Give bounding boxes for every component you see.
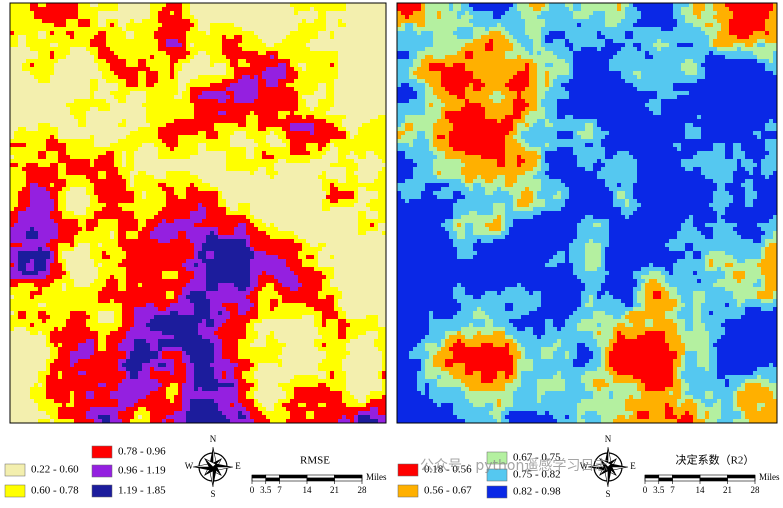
raster-class [10, 3, 386, 423]
scale-tick-label: 28 [358, 485, 368, 495]
scale-tick-label: 7 [670, 485, 675, 495]
compass-point [213, 463, 233, 467]
legend-swatch [4, 463, 26, 477]
compass-point [608, 463, 628, 467]
scale-segment [672, 474, 701, 479]
map-frame [396, 2, 778, 424]
legend-label: 0.22 - 0.60 [31, 464, 79, 476]
scale-segment [699, 474, 728, 479]
scale-segment [658, 474, 673, 479]
raster-class [10, 3, 386, 423]
scale-segment [334, 477, 363, 482]
scale-segment [279, 474, 308, 479]
scale-segment [658, 477, 673, 482]
raster-class [10, 39, 386, 423]
scale-segment [251, 477, 267, 482]
raster-class [18, 227, 378, 423]
scale-tick-label: 14 [696, 485, 706, 495]
legend-swatch [4, 484, 26, 498]
compass-point [204, 458, 213, 470]
legend-swatch [397, 463, 419, 477]
legend-swatch [91, 484, 113, 498]
scale-title: RMSE [300, 455, 330, 467]
compass-w: W [580, 461, 589, 471]
legend-label: 0.67 - 0.75 [513, 452, 561, 464]
scale-segment [644, 474, 660, 479]
legend-label: 0.56 - 0.67 [424, 485, 472, 497]
scale-tick-label: 3.5 [653, 485, 665, 495]
raster-class [10, 3, 386, 423]
compass-s: S [210, 489, 215, 499]
scale-segment [699, 477, 728, 482]
compass-e: E [630, 461, 636, 471]
raster-class [397, 3, 777, 423]
scale-segment [265, 477, 280, 482]
scale-tick-label: 21 [723, 485, 732, 495]
legend-swatch [486, 485, 508, 499]
compass-w: W [185, 461, 194, 471]
legend-label: 0.75 - 0.82 [513, 469, 561, 481]
scale-segment [644, 477, 660, 482]
scale-tick-label: 0 [250, 485, 255, 495]
compass-point [193, 467, 213, 471]
watermark: 公众号 · python遥感学习日志 [420, 457, 608, 474]
legend-label: 0.78 - 0.96 [118, 446, 166, 458]
scale-segment [265, 474, 280, 479]
compass: N S W E [580, 434, 637, 499]
legend-label: 0.82 - 0.98 [513, 486, 561, 498]
compass: N S W E [185, 434, 242, 499]
compass-s: S [605, 489, 610, 499]
scale-segment [279, 477, 308, 482]
compass-point [204, 458, 217, 468]
scale-segment [727, 474, 756, 479]
scale-segment [672, 477, 701, 482]
legend-swatch [91, 464, 113, 478]
compass-point [608, 467, 612, 487]
legend-swatch [486, 451, 508, 465]
scale-tick-label: 28 [751, 485, 761, 495]
raster-class [397, 3, 777, 423]
compass-n: N [210, 434, 217, 444]
scale-segment [306, 474, 335, 479]
compass-point [588, 467, 608, 471]
scale-unit: Miles [759, 472, 780, 482]
legend-label: 0.60 - 0.78 [31, 485, 79, 497]
compass-point [213, 467, 217, 487]
raster-class [397, 3, 777, 423]
scale-tick-label: 21 [330, 485, 339, 495]
legend-swatch [397, 484, 419, 498]
legend-swatch [486, 468, 508, 482]
legend-label: 0.96 - 1.19 [118, 465, 166, 477]
scale-segment [251, 474, 267, 479]
scale-segment [306, 477, 335, 482]
scale-segment [727, 477, 756, 482]
scale-tick-label: 14 [303, 485, 313, 495]
scale-tick-label: 7 [277, 485, 282, 495]
compass-e: E [235, 461, 241, 471]
raster-class [397, 3, 777, 423]
scale-unit: Miles [366, 472, 387, 482]
scale-title: 决定系数（R2） [676, 453, 755, 467]
map-frame [9, 2, 387, 424]
compass-n: N [605, 434, 612, 444]
legend-swatch [91, 445, 113, 459]
compass-point [599, 458, 608, 470]
scale-tick-label: 3.5 [260, 485, 272, 495]
scale-segment [334, 474, 363, 479]
compass-point [599, 458, 612, 468]
legend-label: 0.18 - 0.56 [424, 464, 472, 476]
legend-label: 1.19 - 1.85 [118, 485, 166, 497]
scale-tick-label: 0 [643, 485, 648, 495]
